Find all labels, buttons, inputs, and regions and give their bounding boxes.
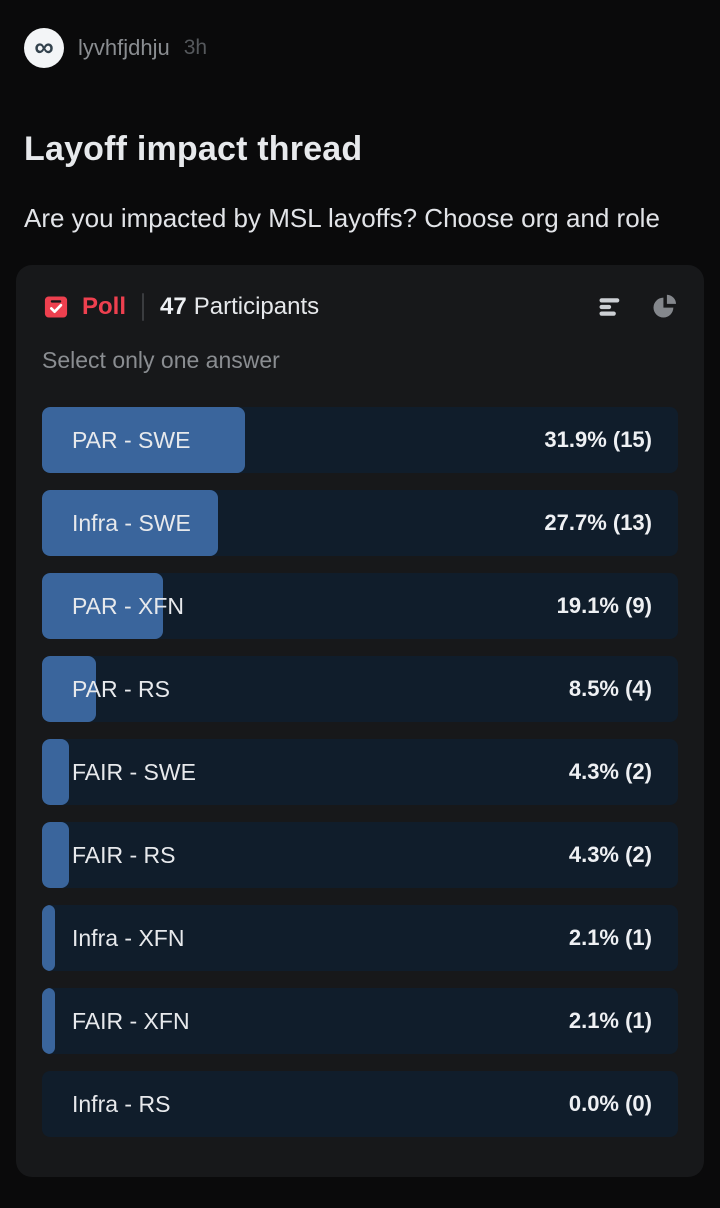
participants: 47 Participants [160, 293, 319, 321]
poll-option-result: 27.7% (13) [544, 510, 652, 535]
poll-option[interactable]: Infra - SWE 27.7% (13) [42, 490, 678, 556]
post-title: Layoff impact thread [24, 130, 363, 168]
poll-option[interactable]: FAIR - XFN 2.1% (1) [42, 988, 678, 1054]
bar-list-view-icon[interactable] [596, 293, 624, 321]
poll-option-label: PAR - SWE [72, 426, 191, 453]
poll-option[interactable]: FAIR - SWE 4.3% (2) [42, 739, 678, 805]
poll-option-label: Infra - RS [72, 1090, 171, 1117]
poll-option-fill-bar [42, 822, 70, 888]
poll-option[interactable]: Infra - RS 0.0% (0) [42, 1071, 678, 1137]
poll-option-label: PAR - RS [72, 675, 170, 702]
poll-option-label: PAR - XFN [72, 592, 185, 619]
poll-option[interactable]: PAR - XFN 19.1% (9) [42, 573, 678, 639]
poll-option-result: 2.1% (1) [568, 1008, 652, 1033]
pie-chart-view-icon[interactable] [650, 293, 678, 321]
poll-option[interactable]: FAIR - RS 4.3% (2) [42, 822, 678, 888]
poll-option-fill-bar [42, 573, 164, 639]
poll-option-result: 31.9% (15) [544, 427, 652, 452]
poll-option-result: 19.1% (9) [556, 593, 652, 618]
author-name[interactable]: lyvhfjdhju [78, 35, 170, 60]
header-divider [142, 293, 145, 321]
poll-options-list: PAR - SWE 31.9% (15) Infra - SWE 27.7% (… [42, 407, 678, 1137]
poll-option-fill-bar [42, 490, 219, 556]
participants-label: Participants [193, 293, 320, 320]
participants-count: 47 [160, 293, 187, 320]
view-toggle-icons [596, 293, 678, 321]
poll-label: Poll [82, 293, 127, 320]
poll-option-label: FAIR - XFN [72, 1007, 190, 1034]
poll-ballot-icon [42, 293, 70, 321]
poll-header: Poll 47 Participants [42, 291, 678, 323]
poll-option-label: Infra - SWE [72, 509, 191, 536]
poll-option[interactable]: PAR - RS 8.5% (4) [42, 656, 678, 722]
poll-option-fill-bar [42, 905, 56, 971]
post-body: Are you impacted by MSL layoffs? Choose … [24, 203, 660, 233]
poll-option-label: Infra - XFN [72, 924, 185, 951]
poll-option-label: FAIR - RS [72, 841, 176, 868]
avatar[interactable]: ∞ [24, 28, 64, 68]
poll-card: Poll 47 Participants [16, 265, 704, 1177]
poll-instruction: Select only one answer [42, 347, 280, 373]
post-timestamp: 3h [183, 36, 208, 59]
poll-option[interactable]: PAR - SWE 31.9% (15) [42, 407, 678, 473]
poll-option-result: 4.3% (2) [568, 759, 652, 784]
post-header: ∞ lyvhfjdhju 3h [0, 0, 720, 68]
poll-option[interactable]: Infra - XFN 2.1% (1) [42, 905, 678, 971]
poll-option-result: 0.0% (0) [568, 1091, 652, 1116]
poll-option-fill-bar [42, 656, 97, 722]
meta-logo-icon: ∞ [34, 31, 54, 62]
poll-option-label: FAIR - SWE [72, 758, 196, 785]
poll-option-fill-bar [42, 407, 245, 473]
poll-option-fill-bar [42, 739, 70, 805]
poll-option-result: 2.1% (1) [568, 925, 652, 950]
poll-option-result: 8.5% (4) [568, 676, 652, 701]
poll-option-result: 4.3% (2) [568, 842, 652, 867]
poll-option-fill-bar [42, 988, 56, 1054]
